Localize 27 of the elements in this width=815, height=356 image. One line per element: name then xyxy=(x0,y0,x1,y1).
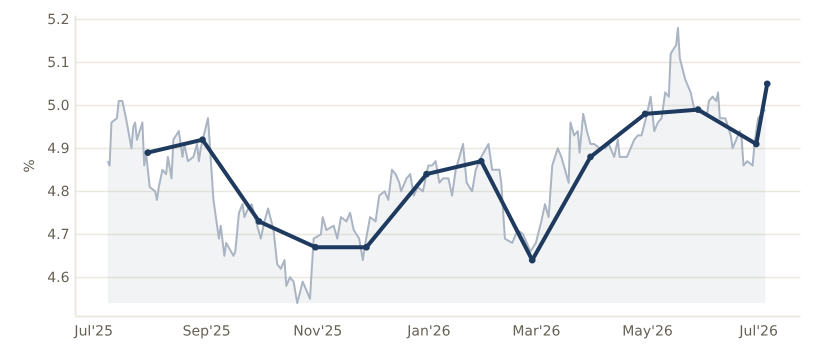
x-tick-label: Jan'26 xyxy=(406,324,451,340)
y-tick-label: 4.9 xyxy=(47,140,70,157)
x-tick-label: Mar'26 xyxy=(512,324,560,340)
y-tick-label: 4.7 xyxy=(47,226,70,243)
point xyxy=(256,218,262,225)
point xyxy=(423,170,430,178)
point xyxy=(363,244,370,251)
point xyxy=(642,110,649,118)
point xyxy=(312,244,319,251)
point xyxy=(199,136,206,144)
point xyxy=(587,154,594,160)
x-tick-label: Jul'26 xyxy=(738,324,778,340)
y-tick-label: 5.2 xyxy=(47,12,70,28)
x-tick-label: May'26 xyxy=(622,324,673,340)
y-tick-label: 4.8 xyxy=(47,184,70,200)
x-tick-label: Jul'25 xyxy=(73,324,113,340)
y-tick-label: 5.0 xyxy=(47,98,70,114)
point xyxy=(764,80,771,88)
point xyxy=(144,149,152,156)
point xyxy=(752,140,760,148)
point xyxy=(478,158,485,165)
point xyxy=(694,106,702,113)
x-tick-label: Nov'25 xyxy=(293,324,342,340)
x-tick-label: Sep'25 xyxy=(182,324,231,340)
y-tick-label: 5.1 xyxy=(47,54,70,71)
y-tick-label: 4.6 xyxy=(47,270,70,286)
y-axis-title: % xyxy=(22,159,38,173)
